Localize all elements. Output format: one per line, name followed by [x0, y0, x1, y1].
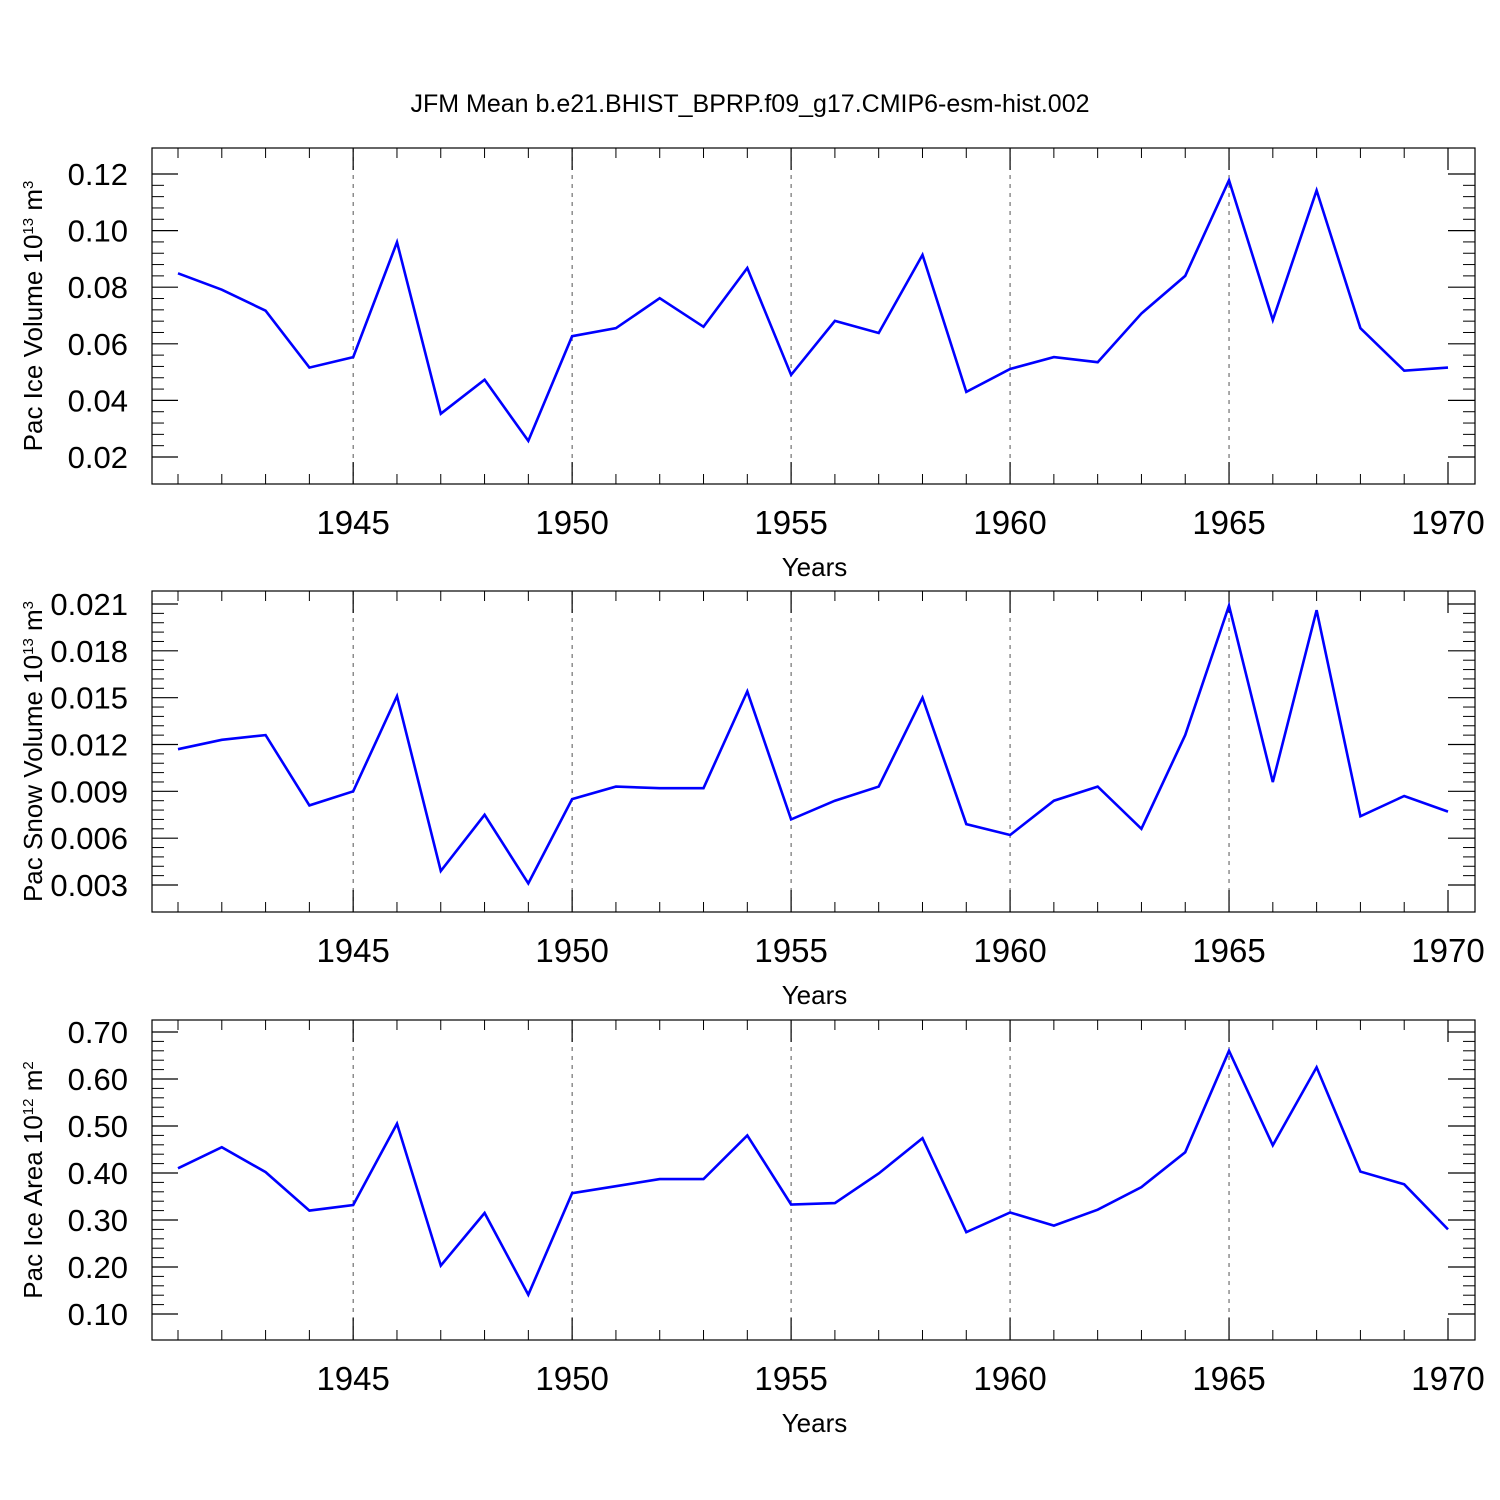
- y-axis-label-part: m: [18, 1070, 48, 1099]
- y-axis-label-superscript: 2: [20, 1061, 37, 1069]
- x-tick-label: 1950: [535, 504, 608, 541]
- x-tick-label: 1955: [754, 932, 827, 969]
- plot-frame: [151, 1019, 1476, 1341]
- x-tick-label: 1965: [1192, 1360, 1265, 1397]
- plot-frame: [151, 147, 1476, 485]
- x-axis-label: Years: [782, 552, 848, 582]
- x-tick-label: 1955: [754, 1360, 827, 1397]
- chart-panel-2: 1945 1950 1955 1960 1965 1970 0.003 0.006 0.009 0…: [18, 587, 1485, 1010]
- x-tick-label: 1950: [535, 932, 608, 969]
- x-tick-label: 1965: [1192, 932, 1265, 969]
- series-line: [177, 600, 1449, 886]
- y-tick-label: 0.003: [50, 868, 128, 903]
- y-tick-label: 0.10: [68, 214, 128, 249]
- x-axis-label: Years: [782, 980, 848, 1010]
- y-axis-label-superscript: 12: [20, 1098, 37, 1115]
- chart-panels: 1945 1950 1955 1960 1965 1970 0.02 0.04 0.06 0.08…: [18, 147, 1485, 1438]
- y-axis-label-superscript: 13: [20, 638, 37, 655]
- y-tick-label: 0.60: [68, 1062, 128, 1097]
- x-tick-label: 1955: [754, 504, 827, 541]
- x-tick-label: 1945: [316, 1360, 389, 1397]
- y-axis-label-part: m: [18, 189, 48, 218]
- y-tick-label: 0.012: [50, 728, 128, 763]
- x-tick-label: 1960: [973, 1360, 1046, 1397]
- x-tick-label: 1970: [1411, 1360, 1484, 1397]
- chart-panel-1: 1945 1950 1955 1960 1965 1970 0.02 0.04 0.06 0.08…: [18, 147, 1485, 582]
- y-tick-label: 0.018: [50, 634, 128, 669]
- y-axis-label-part: m: [18, 609, 48, 638]
- y-tick-label: 0.30: [68, 1203, 128, 1238]
- series-line: [177, 1047, 1449, 1298]
- y-tick-label: 0.40: [68, 1156, 128, 1191]
- y-tick-label: 0.50: [68, 1109, 128, 1144]
- x-tick-label: 1960: [973, 932, 1046, 969]
- y-tick-label: 0.04: [68, 383, 128, 418]
- y-tick-label: 0.015: [50, 681, 128, 716]
- y-axis-label-superscript: 3: [20, 601, 37, 609]
- y-tick-label: 0.02: [68, 440, 128, 475]
- y-tick-label: 0.021: [50, 587, 128, 622]
- y-axis-label: Pac Ice Area 1012 m2: [18, 1061, 48, 1298]
- x-tick-label: 1970: [1411, 504, 1484, 541]
- x-tick-label: 1950: [535, 1360, 608, 1397]
- y-axis-label-superscript: 3: [20, 181, 37, 189]
- x-tick-label: 1960: [973, 504, 1046, 541]
- y-tick-label: 0.006: [50, 821, 128, 856]
- y-tick-label: 0.12: [68, 157, 128, 192]
- y-tick-label: 0.10: [68, 1297, 128, 1332]
- y-axis-label-part: Pac Ice Area 10: [18, 1115, 48, 1299]
- y-axis-label-part: Pac Snow Volume 10: [18, 655, 48, 902]
- plot-frame: [151, 590, 1476, 913]
- x-axis-label: Years: [782, 1408, 848, 1438]
- y-axis-label: Pac Snow Volume 1013 m3: [18, 601, 48, 902]
- y-tick-label: 0.20: [68, 1250, 128, 1285]
- x-tick-label: 1965: [1192, 504, 1265, 541]
- x-tick-label: 1970: [1411, 932, 1484, 969]
- y-tick-label: 0.06: [68, 327, 128, 362]
- y-axis-label-part: Pac Ice Volume 10: [18, 235, 48, 452]
- y-tick-label: 0.009: [50, 774, 128, 809]
- y-tick-label: 0.08: [68, 270, 128, 305]
- y-axis-label-superscript: 13: [20, 218, 37, 235]
- y-axis-label: Pac Ice Volume 1013 m3: [18, 181, 48, 452]
- figure-title: JFM Mean b.e21.BHIST_BPRP.f09_g17.CMIP6-…: [410, 90, 1089, 118]
- series-line: [177, 176, 1449, 444]
- x-tick-label: 1945: [316, 504, 389, 541]
- x-tick-label: 1945: [316, 932, 389, 969]
- chart-panel-3: 1945 1950 1955 1960 1965 1970 0.10 0.20 0.30 0.40…: [18, 1015, 1485, 1438]
- y-tick-label: 0.70: [68, 1015, 128, 1050]
